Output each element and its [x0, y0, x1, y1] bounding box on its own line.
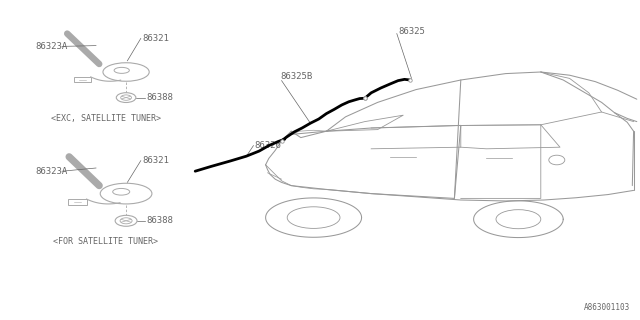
Text: 86321: 86321	[142, 34, 169, 43]
Text: 86325: 86325	[398, 28, 425, 36]
Text: 86325B: 86325B	[280, 72, 312, 81]
FancyBboxPatch shape	[68, 199, 86, 205]
Text: A863001103: A863001103	[584, 303, 630, 312]
Ellipse shape	[100, 183, 152, 204]
Text: 86323A: 86323A	[35, 167, 67, 176]
Circle shape	[115, 215, 137, 226]
Text: 86323A: 86323A	[35, 42, 67, 51]
Circle shape	[116, 93, 136, 102]
Text: 86388: 86388	[146, 93, 173, 102]
Text: 86326: 86326	[255, 141, 282, 150]
FancyBboxPatch shape	[74, 77, 91, 82]
Text: <FOR SATELLITE TUNER>: <FOR SATELLITE TUNER>	[53, 237, 158, 246]
Text: 86388: 86388	[146, 216, 173, 225]
Text: <EXC, SATELLITE TUNER>: <EXC, SATELLITE TUNER>	[51, 114, 161, 123]
Text: 86321: 86321	[142, 156, 169, 165]
Ellipse shape	[103, 63, 149, 81]
